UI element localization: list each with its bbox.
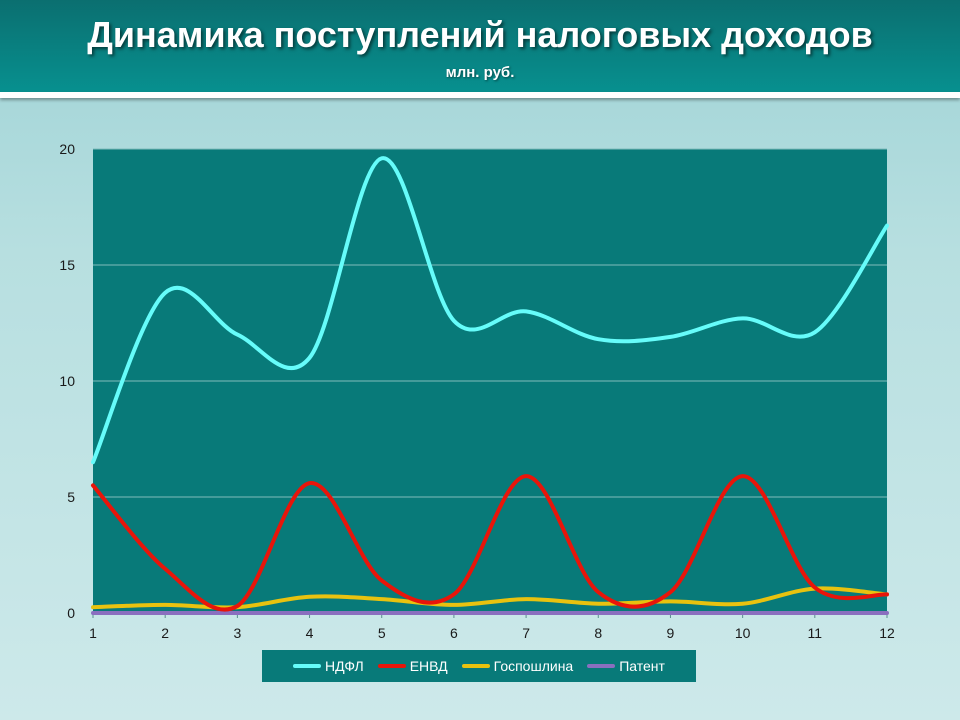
y-tick-label: 0 xyxy=(67,605,75,621)
legend-label: ЕНВД xyxy=(409,658,448,674)
x-tick-label: 11 xyxy=(808,625,823,641)
x-tick-label: 10 xyxy=(735,625,751,641)
legend-item: НДФЛ xyxy=(293,658,364,674)
series-line-2 xyxy=(91,474,889,612)
legend-label: НДФЛ xyxy=(325,658,364,674)
x-tick-label: 5 xyxy=(378,625,386,641)
legend-swatch xyxy=(587,664,616,668)
x-tick-label: 3 xyxy=(233,625,241,641)
series-line-1 xyxy=(91,156,889,465)
legend-item: ЕНВД xyxy=(377,658,448,674)
y-tick-label: 15 xyxy=(59,257,75,273)
legend-item: Патент xyxy=(587,658,665,674)
x-tick-label: 4 xyxy=(306,625,314,641)
legend-label: Госпошлина xyxy=(493,658,574,674)
legend-swatch xyxy=(293,664,322,668)
chart-subtitle: млн. руб. xyxy=(445,64,515,81)
x-tick-label: 8 xyxy=(594,625,602,641)
y-tick-label: 5 xyxy=(67,489,75,505)
legend-swatch xyxy=(461,664,490,668)
chart-title: Динамика поступлений налоговых доходов xyxy=(87,14,873,55)
x-tick-label: 12 xyxy=(879,625,895,641)
x-tick-label: 1 xyxy=(89,625,97,641)
header-divider xyxy=(0,92,960,98)
x-tick-label: 6 xyxy=(450,625,458,641)
chart-legend: НДФЛ ЕНВД Госпошлина Патент xyxy=(262,650,696,682)
legend-swatch xyxy=(377,664,406,668)
y-tick-label: 20 xyxy=(59,141,75,157)
x-tick-label: 2 xyxy=(161,625,169,641)
legend-item: Госпошлина xyxy=(461,658,574,674)
y-tick-label: 10 xyxy=(59,373,75,389)
x-tick-label: 7 xyxy=(522,625,530,641)
x-tick-label: 9 xyxy=(667,625,675,641)
slide-header xyxy=(0,0,960,92)
legend-label: Патент xyxy=(619,658,665,674)
